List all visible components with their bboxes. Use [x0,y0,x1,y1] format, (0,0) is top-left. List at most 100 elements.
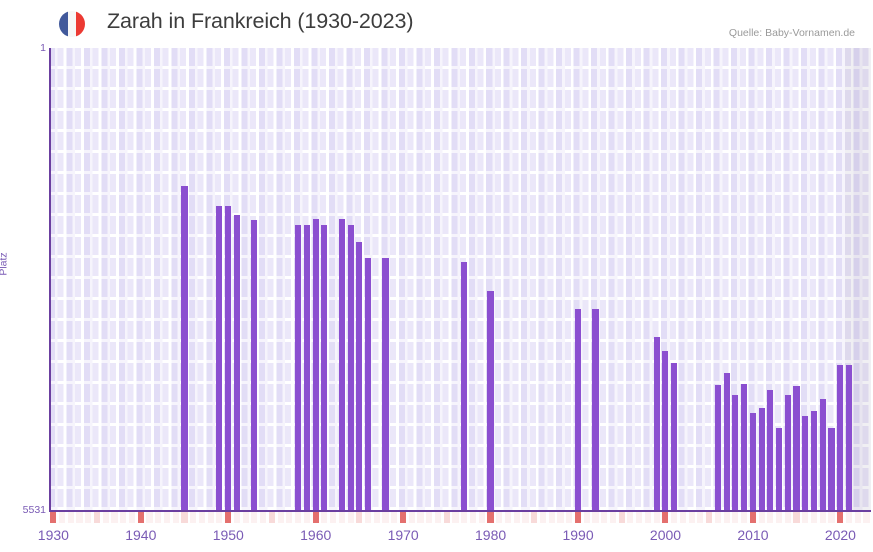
x-axis-tick-label: 1960 [300,527,332,543]
bar [347,224,354,511]
x-axis-year-tick [242,512,249,523]
x-axis-year-tick [828,512,835,523]
x-axis-year-tick [260,512,267,523]
x-axis-year-tick [496,512,503,523]
bar [592,309,599,511]
x-axis-year-tick [478,512,485,523]
x-axis-year-tick [408,512,415,523]
bar [295,224,302,511]
x-axis-year-tick [531,512,538,523]
x-axis-year-tick [802,512,809,523]
x-axis-year-tick [784,512,791,523]
x-axis-year-tick [347,512,354,523]
bar [714,384,721,511]
bar [662,351,669,511]
x-axis-year-tick [758,512,765,523]
x-axis-year-tick [776,512,783,523]
bar [758,407,765,511]
bar [225,206,232,511]
x-axis-year-tick [741,512,748,523]
bar [810,411,818,511]
bar [181,186,188,511]
bar [365,258,372,511]
x-axis-decade-tick [225,512,232,523]
bar [845,365,853,511]
x-axis-year-tick [618,512,625,523]
x-axis-year-tick [190,512,197,523]
x-axis-year-tick [443,512,450,523]
x-axis-year-tick [504,512,512,523]
x-axis-year-tick [601,512,608,523]
x-axis-year-tick [233,512,240,523]
bar [802,416,809,511]
x-axis-year-tick [583,512,590,523]
x-axis-year-tick [679,512,686,523]
bar [828,428,835,511]
x-axis-year-tick [417,512,424,523]
france-flag-icon [59,11,85,37]
x-axis-year-tick [128,512,136,523]
x-axis-year-tick [303,512,310,523]
x-axis-year-tick [767,512,774,523]
x-axis-year-tick [365,512,372,523]
x-axis-year-tick [819,512,826,523]
x-axis-year-tick [566,512,573,523]
bar [819,398,826,511]
x-axis-tick-label: 1980 [475,527,507,543]
x-axis-year-tick [295,512,302,523]
bar [356,242,363,511]
x-axis-decade-tick [837,512,844,523]
bar [741,383,748,511]
bar [837,365,844,511]
x-axis-year-tick [356,512,363,523]
x-axis-year-tick [373,512,380,523]
bar-series [49,48,871,511]
x-axis-year-tick [697,512,704,523]
bar [732,394,739,511]
x-axis-year-tick [793,512,800,523]
x-axis-year-tick [382,512,389,523]
x-axis-tick-label: 1950 [212,527,244,543]
x-axis-decade-tick [749,512,756,523]
bar [749,412,756,511]
bar [793,386,800,511]
x-axis-year-tick [172,512,179,523]
x-axis-year-tick [452,512,459,523]
bar [303,224,310,511]
bar [233,214,240,511]
x-axis-year-tick [644,512,651,523]
x-axis-tick-label: 1990 [562,527,594,543]
x-axis-year-tick [181,512,188,523]
x-axis-year-tick [854,512,861,523]
bar [461,262,468,511]
x-axis-year-tick [653,512,660,523]
x-axis-year-tick [627,512,634,523]
bar [338,218,345,511]
x-axis-decade-tick [574,512,582,523]
x-axis-year-tick [58,512,66,523]
x-axis-year-tick [120,512,127,523]
bar [487,290,494,511]
x-axis-year-tick [268,512,275,523]
x-axis-year-tick [93,512,101,523]
y-axis-top-tick-label: 1 [40,42,46,54]
y-axis-title: Platz [0,252,10,276]
x-axis-year-tick [434,512,442,523]
x-axis-year-tick [863,512,870,523]
bar [776,428,783,511]
x-axis-year-tick [671,512,678,523]
bar [251,220,258,511]
x-axis-year-tick [688,512,695,523]
source-attribution: Quelle: Baby-Vornamen.de [728,27,855,39]
x-axis-year-tick [85,512,92,523]
bar [784,395,791,511]
x-axis-year-tick [67,512,74,523]
x-axis-tick-label: 2000 [649,527,682,543]
x-axis-year-tick [207,512,214,523]
x-axis-year-tick [330,512,337,523]
page-title: Zarah in Frankreich (1930-2023) [107,9,414,33]
x-axis-year-tick [539,512,547,523]
x-axis-decade-tick [487,512,494,523]
x-axis-year-tick [277,512,284,523]
